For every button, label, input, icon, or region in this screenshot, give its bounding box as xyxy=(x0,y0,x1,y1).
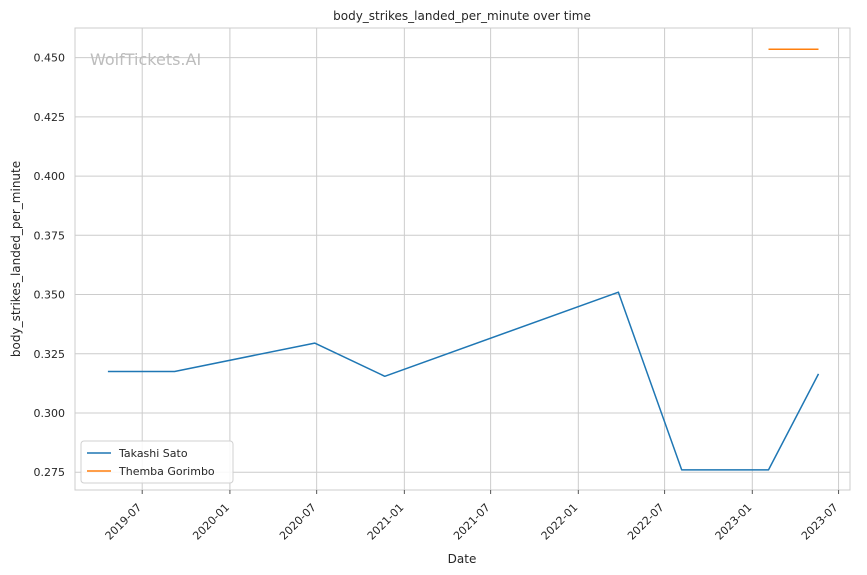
legend-label: Takashi Sato xyxy=(118,447,188,460)
y-tick-label: 0.450 xyxy=(34,52,66,65)
legend-label: Themba Gorimbo xyxy=(118,465,215,478)
y-tick-label: 0.350 xyxy=(34,289,66,302)
chart-title: body_strikes_landed_per_minute over time xyxy=(333,9,591,23)
plot-area xyxy=(74,27,851,491)
y-tick-label: 0.400 xyxy=(34,170,66,183)
y-axis-label: body_strikes_landed_per_minute xyxy=(9,161,23,357)
y-tick-label: 0.275 xyxy=(34,466,66,479)
y-tick-label: 0.300 xyxy=(34,407,66,420)
series-lines xyxy=(107,48,820,471)
series-line-0 xyxy=(107,291,820,471)
gridlines xyxy=(75,28,850,490)
legend-box xyxy=(80,440,234,484)
y-tick-label: 0.325 xyxy=(34,348,66,361)
y-tick-label: 0.375 xyxy=(34,229,66,242)
y-axis-ticks: 0.275 0.300 0.325 0.350 0.375 0.400 0.425 0.450 xyxy=(34,52,66,480)
x-axis-label: Date xyxy=(448,552,477,566)
legend: Takashi Sato Themba Gorimbo xyxy=(80,440,234,484)
y-tick-label: 0.425 xyxy=(34,111,66,124)
watermark: WolfTickets.AI xyxy=(90,50,201,69)
